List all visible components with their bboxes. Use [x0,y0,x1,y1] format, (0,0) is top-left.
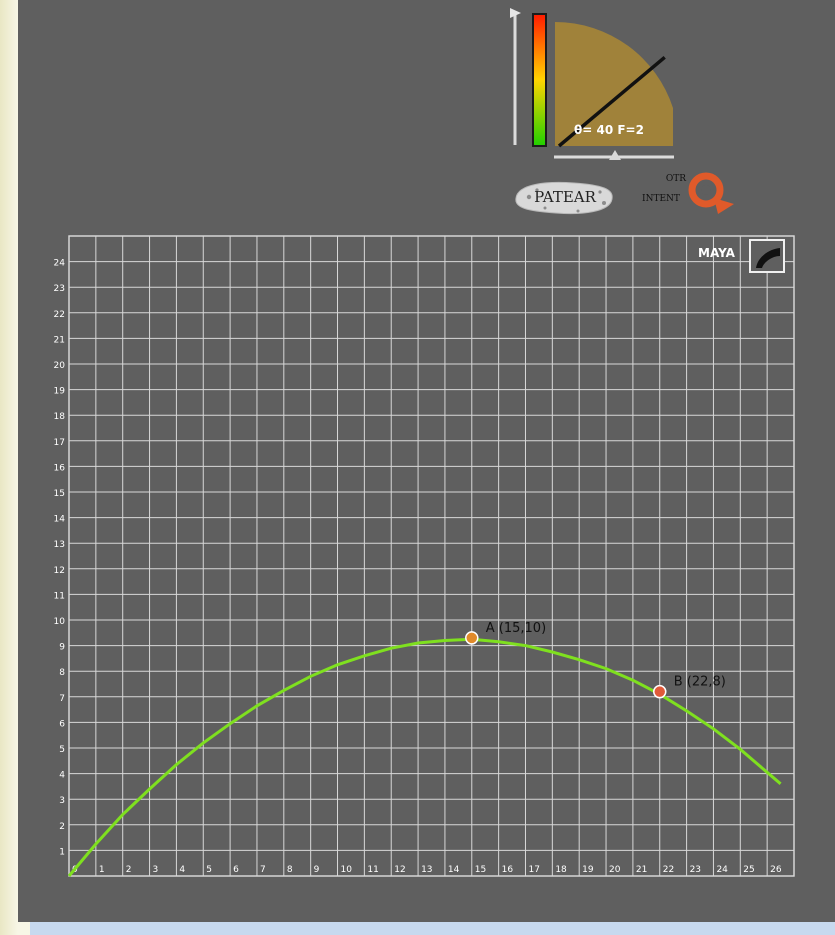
force-slider-handle[interactable] [510,8,521,18]
retry-icon [688,172,724,208]
power-meter [532,13,547,147]
chart-grid [68,235,795,877]
x-tick-label: 22 [663,865,674,875]
x-tick-label: 25 [743,865,754,875]
target-markers: A (15,10) B (22,8) [465,621,726,699]
x-tick-label: 15 [475,865,486,875]
maya-toggle-button[interactable] [749,239,785,273]
target-marker [652,684,667,699]
x-tick-label: 13 [421,865,432,875]
y-tick-label: 1 [59,847,65,857]
x-tick-label: 5 [206,865,212,875]
y-tick-label: 20 [54,361,66,371]
x-tick-label: 12 [394,865,405,875]
x-tick-label: 14 [448,865,460,875]
angle-quadrant [555,22,673,146]
x-tick-label: 4 [179,865,185,875]
x-tick-label: 1 [99,865,105,875]
x-tick-label: 2 [126,865,132,875]
y-tick-label: 6 [59,719,65,729]
scene-canvas: θ= 40 F=2 PATEAR OTR INTENT 0 1 2 3 4 5 6 7 8 9 10… [54,8,795,877]
target-marker [465,631,479,645]
y-tick-label: 8 [59,668,65,678]
force-slider[interactable] [510,8,521,145]
y-tick-label: 11 [54,591,65,601]
x-tick-label: 16 [502,865,514,875]
y-tick-label: 18 [54,412,66,422]
target-marker-label: A (15,10) [486,621,546,636]
x-tick-label: 23 [690,865,701,875]
y-tick-label: 16 [54,463,66,473]
y-tick-label: 2 [59,822,65,832]
aim-line[interactable] [557,55,666,148]
angle-force-text: θ= 40 F=2 [574,123,644,137]
chart-frame [68,235,795,877]
target-marker-label: B (22,8) [674,675,726,690]
y-tick-label: 3 [59,796,65,806]
game-stage: θ= 40 F=2 PATEAR OTR INTENT 0 1 2 3 4 5 6 7 8 9 10… [18,0,835,922]
retry-button[interactable]: OTR INTENT [642,172,734,214]
x-tick-label: 11 [367,865,378,875]
y-tick-label: 5 [59,745,65,755]
y-tick-label: 24 [54,259,66,269]
retry-label-line1: OTR [666,174,686,184]
x-tick-label: 6 [233,865,239,875]
kick-button[interactable]: PATEAR [515,181,613,215]
x-tick-label: 7 [260,865,266,875]
x-tick-label: 18 [555,865,567,875]
x-tick-label: 21 [636,865,647,875]
trajectory-curve [67,637,782,877]
y-tick-label: 17 [54,438,65,448]
y-tick-label: 10 [54,617,66,627]
angle-slider[interactable] [554,150,674,160]
y-tick-label: 19 [54,387,66,397]
x-tick-label: 24 [716,865,728,875]
y-tick-label: 7 [59,694,65,704]
x-tick-label: 10 [341,865,353,875]
kick-button-label: PATEAR [534,188,597,206]
y-tick-label: 14 [54,515,66,525]
y-tick-label: 21 [54,335,65,345]
y-tick-label: 12 [54,566,65,576]
y-tick-label: 9 [59,643,65,653]
x-tick-label: 9 [314,865,320,875]
x-tick-label: 19 [582,865,594,875]
x-tick-label: 8 [287,865,293,875]
y-tick-label: 13 [54,540,65,550]
y-tick-label: 22 [54,310,65,320]
x-axis-ticks: 0 1 2 3 4 5 6 7 8 9 10 11 12 13 14 15 16 17 18 19 20 21 22 23 24… [72,865,782,875]
retry-label-line2: INTENT [642,194,680,204]
x-tick-label: 17 [528,865,539,875]
y-tick-label: 15 [54,489,65,499]
net-icon [756,248,780,268]
status-strip [30,922,835,935]
x-tick-label: 20 [609,865,621,875]
angle-dial[interactable]: θ= 40 F=2 [555,22,673,148]
trajectory-chart: 0 1 2 3 4 5 6 7 8 9 10 11 12 13 14 15 16 17 18 19 20 21 22 23 24… [54,235,795,877]
x-tick-label: 3 [153,865,159,875]
maya-label: MAYA [698,246,736,260]
angle-slider-handle[interactable] [609,150,621,160]
y-tick-label: 4 [59,771,65,781]
x-tick-label: 26 [770,865,782,875]
y-tick-label: 23 [54,284,65,294]
